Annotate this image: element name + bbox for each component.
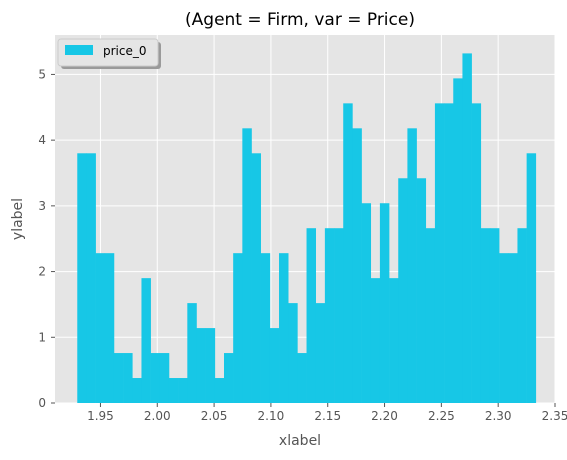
x-tick-label: 2.10 <box>258 409 285 423</box>
legend-label-price-0: price_0 <box>103 44 147 58</box>
x-tick-label: 2.25 <box>428 409 455 423</box>
x-tick-label: 2.05 <box>201 409 228 423</box>
y-tick-label: 2 <box>38 265 46 279</box>
histogram-bar <box>141 278 151 403</box>
histogram-bar <box>113 353 124 403</box>
histogram-bar <box>104 253 115 403</box>
histogram-bar <box>434 103 445 403</box>
histogram-bar <box>352 128 362 404</box>
histogram-bar <box>242 128 252 404</box>
histogram-bar <box>205 328 216 403</box>
histogram-bar <box>508 253 518 403</box>
histogram-bar <box>297 353 307 403</box>
histogram-bar <box>379 203 390 403</box>
histogram-bar <box>77 153 87 403</box>
histogram-bar <box>187 303 197 403</box>
histogram-bar <box>398 178 408 403</box>
x-tick-label: 2.35 <box>542 409 567 423</box>
y-tick-label: 4 <box>38 133 46 147</box>
histogram-bar <box>499 253 509 403</box>
bars <box>77 53 537 404</box>
histogram-bar <box>196 328 206 403</box>
histogram-bar <box>425 228 436 403</box>
y-tick-label: 0 <box>38 396 46 410</box>
histogram-bar <box>150 353 161 403</box>
histogram-bar <box>251 153 261 403</box>
histogram-bar <box>517 228 527 403</box>
histogram-bar <box>444 103 454 403</box>
histogram-bar <box>159 353 170 403</box>
histogram-bar <box>389 278 399 403</box>
legend: price_0 <box>57 38 161 69</box>
histogram-bar <box>416 178 427 403</box>
histogram-bar <box>489 228 500 403</box>
histogram-bar <box>462 53 472 404</box>
x-axis-label: xlabel <box>279 433 321 449</box>
y-axis-ticks: 0 1 2 3 4 5 <box>38 67 55 410</box>
y-axis-label: ylabel <box>10 198 26 240</box>
histogram-bar <box>288 303 298 403</box>
x-axis-ticks: 1.95 2.00 2.05 2.10 2.15 2.20 2.25 2.30 2.35 <box>87 403 567 423</box>
histogram-bar <box>343 103 353 403</box>
histogram-bar <box>334 228 344 403</box>
histogram-bar <box>453 78 463 403</box>
histogram-bar <box>279 253 289 403</box>
histogram-bar <box>86 153 96 403</box>
histogram-bar <box>123 353 133 403</box>
histogram-bar <box>526 153 537 403</box>
histogram-bar <box>260 253 271 403</box>
histogram-bar <box>306 228 317 403</box>
histogram-bar <box>233 253 243 403</box>
x-tick-label: 2.00 <box>144 409 171 423</box>
histogram-bar <box>269 328 280 403</box>
histogram-bar <box>361 203 372 403</box>
x-tick-label: 1.95 <box>87 409 114 423</box>
y-tick-label: 5 <box>38 67 46 81</box>
chart-title: (Agent = Firm, var = Price) <box>185 10 415 30</box>
y-tick-label: 3 <box>38 199 46 213</box>
histogram-bar <box>324 228 335 403</box>
histogram-bar <box>168 378 179 403</box>
histogram-bar <box>214 378 225 403</box>
legend-swatch <box>65 45 93 55</box>
x-tick-label: 2.20 <box>371 409 398 423</box>
histogram-bar <box>95 253 106 403</box>
histogram-bar <box>471 103 482 403</box>
x-tick-label: 2.15 <box>314 409 341 423</box>
histogram-bar <box>132 378 142 403</box>
histogram-bar <box>480 228 491 403</box>
x-tick-label: 2.30 <box>485 409 512 423</box>
histogram-bar <box>224 353 234 403</box>
histogram-bar <box>407 128 417 404</box>
y-tick-label: 1 <box>38 330 46 344</box>
histogram-bar <box>178 378 188 403</box>
histogram-bar <box>370 278 381 403</box>
histogram-bar <box>315 303 326 403</box>
